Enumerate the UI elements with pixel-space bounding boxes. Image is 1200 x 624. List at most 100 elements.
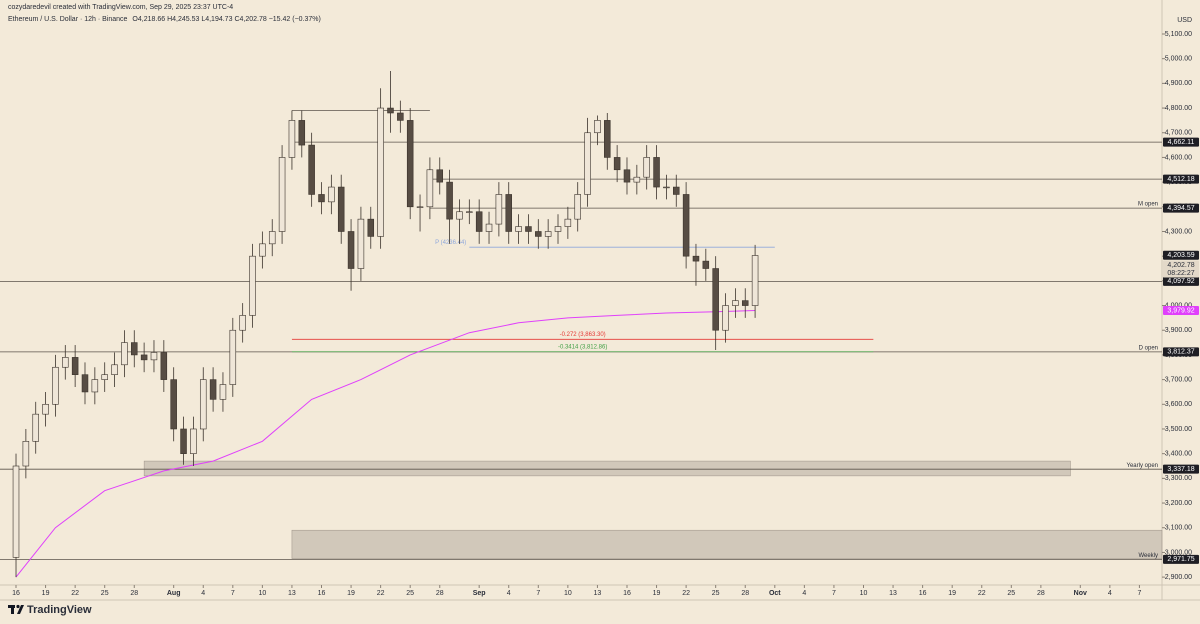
x-tick-label: 22 (682, 590, 690, 597)
x-tick-label: 13 (594, 590, 602, 597)
moving-average (15, 310, 756, 578)
candle-body (12, 465, 20, 558)
x-tick-label: 7 (536, 590, 540, 597)
x-tick-label: 28 (741, 590, 749, 597)
y-tick-label: 3,600.00 (1165, 401, 1192, 408)
price-tag-label: 4,203.59 (1167, 252, 1194, 259)
candle-body (328, 186, 335, 203)
x-tick-label: Sep (473, 590, 486, 597)
plot-area: P (4236.44) -0.272 (3,863.30) -0.3414 (3,8… (0, 71, 1163, 578)
x-tick-label: 25 (406, 590, 414, 597)
candle-body (32, 413, 39, 442)
level-text: P (4236.44) (435, 240, 466, 246)
y-tick-label: 4,900.00 (1165, 80, 1192, 87)
candle-body (62, 357, 69, 368)
candle-body (475, 211, 483, 232)
symbol-line: Ethereum / U.S. Dollar · 12h · Binance O… (8, 16, 321, 23)
y-tick-label: 2,900.00 (1165, 574, 1192, 581)
price-tag (1163, 306, 1199, 316)
y-tick-label: 3,200.00 (1165, 500, 1192, 507)
candle-body (544, 231, 552, 237)
candle-body (140, 354, 148, 361)
candle-body (239, 315, 246, 331)
level-tag: Weekly (1138, 553, 1158, 559)
x-tick-label: 16 (318, 590, 326, 597)
candle-body (71, 357, 79, 375)
price-tag (1163, 464, 1199, 474)
y-tick-label: 5,000.00 (1165, 56, 1192, 63)
last-price-tag (1163, 260, 1199, 278)
candle-body (199, 379, 207, 430)
logo (8, 604, 24, 614)
candle-body (673, 186, 680, 195)
x-tick-label: 16 (12, 590, 20, 597)
candle-body (397, 112, 404, 121)
y-tick-label: 4,600.00 (1165, 154, 1192, 161)
level-text: -0.3414 (3,812.86) (558, 344, 607, 350)
x-tick-label: 19 (42, 590, 50, 597)
candle-body (682, 194, 690, 257)
credit: cozydaredevil created with TradingView.c… (8, 4, 233, 11)
y-tick-label: 3,300.00 (1165, 475, 1192, 482)
price-tag-label: 4,097.92 (1167, 278, 1194, 285)
candle-body (613, 157, 621, 171)
candle-body (505, 194, 512, 232)
candle-body (712, 268, 719, 331)
y-tick-label: 3,500.00 (1165, 426, 1192, 433)
ohlc-low: L4,194.73 (201, 16, 232, 23)
ohlc-high: H4,245.53 (167, 16, 199, 23)
candle-body (111, 364, 118, 375)
x-tick-label: 16 (919, 590, 927, 597)
y-tick-label: 5,100.00 (1165, 31, 1192, 38)
x-tick-label: Oct (769, 590, 781, 597)
candle-body (436, 169, 444, 183)
price-tag-label: 4,662.11 (1168, 139, 1195, 146)
price-tag-label: 4,394.57 (1167, 205, 1194, 212)
ohlc-close: C4,202.78 (234, 16, 266, 23)
y-tick-label: 3,000.00 (1165, 549, 1192, 556)
currency: USD (1177, 17, 1192, 24)
candle-body (42, 403, 49, 415)
candle-body (554, 226, 562, 232)
candle-body (347, 231, 355, 269)
candle-body (525, 226, 532, 232)
level-text: -0.272 (3,863.30) (560, 332, 606, 338)
y-tick-label: 3,700.00 (1165, 376, 1192, 383)
candle-body (633, 176, 641, 183)
candle-body (52, 366, 59, 405)
candle-body (702, 260, 710, 269)
zone (143, 460, 1071, 477)
ohlc-change: −15.42 (−0.37%) (269, 16, 321, 23)
x-tick-label: 4 (1108, 590, 1112, 597)
x-tick-label: 13 (288, 590, 296, 597)
x-tick-label: 4 (201, 590, 205, 597)
x-tick-label: 28 (1037, 590, 1045, 597)
candle-body (209, 379, 217, 400)
x-tick-label: 22 (377, 590, 385, 597)
level-tag: Yearly open (1127, 463, 1158, 469)
y-tick-label: 4,300.00 (1165, 228, 1192, 235)
candle-body (337, 186, 345, 232)
price-tag-label: 3,337.18 (1167, 466, 1194, 473)
x-tick-label: 7 (832, 590, 836, 597)
candle-body (485, 223, 493, 232)
x-tick-label: 28 (436, 590, 444, 597)
candle-body (564, 218, 572, 227)
candle-body (387, 107, 394, 114)
candle-body (121, 342, 128, 366)
candle-body (229, 329, 237, 385)
x-tick-label: 25 (712, 590, 720, 597)
countdown: 08:22:27 (1167, 270, 1194, 277)
candle-body (131, 342, 138, 356)
price-tag (1163, 554, 1199, 564)
candle-body (101, 374, 108, 380)
x-tick-label: Nov (1074, 590, 1087, 597)
x-tick-label: 4 (507, 590, 511, 597)
candle-body (91, 379, 99, 393)
x-tick-label: 19 (347, 590, 355, 597)
x-tick-label: 16 (623, 590, 631, 597)
candle-body (219, 384, 227, 400)
ohlc-open: O4,218.66 (132, 16, 165, 23)
